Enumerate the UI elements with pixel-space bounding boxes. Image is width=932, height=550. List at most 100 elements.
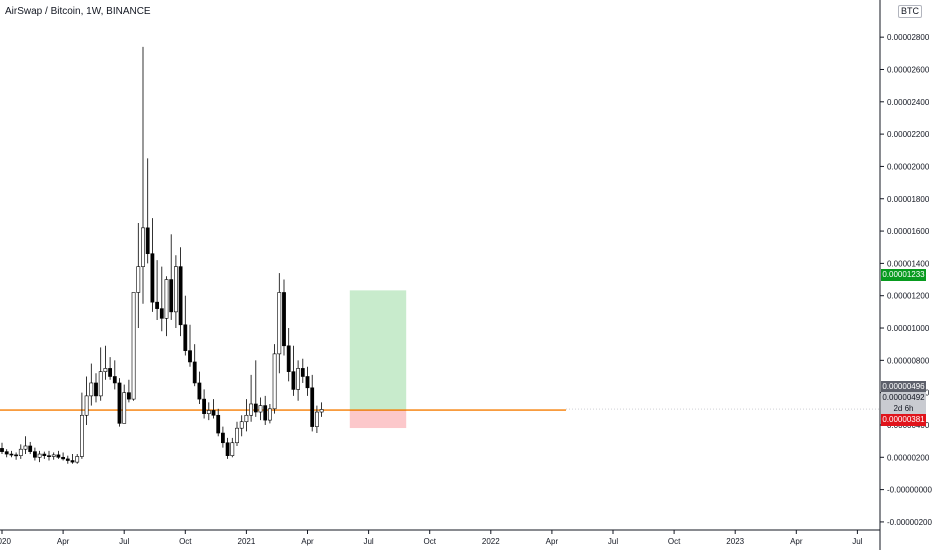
- candle: [98, 347, 103, 401]
- currency-badge[interactable]: BTC: [898, 5, 922, 18]
- candle-body: [0, 448, 4, 452]
- candle: [37, 450, 42, 463]
- candle: [56, 450, 61, 459]
- candle: [47, 450, 51, 461]
- candle-body: [178, 266, 183, 326]
- candle: [235, 421, 239, 446]
- candle: [75, 454, 80, 464]
- candle-body: [159, 308, 164, 319]
- candle: [282, 279, 286, 356]
- candle: [197, 371, 202, 404]
- candle: [178, 247, 183, 337]
- candle: [249, 374, 254, 422]
- x-tick-label: 2021: [238, 537, 256, 546]
- candle-body: [32, 451, 37, 458]
- loss-zone: [349, 410, 407, 429]
- x-tick-label: 2020: [0, 537, 11, 546]
- candle: [164, 276, 169, 337]
- y-tick-label: 0.00001000: [887, 324, 930, 333]
- candle: [108, 357, 113, 380]
- candle-body: [103, 368, 108, 372]
- candle-body: [286, 345, 291, 372]
- candle: [131, 292, 136, 401]
- x-tick-label: 2022: [482, 537, 500, 546]
- y-tick-label: 0.00002200: [887, 130, 930, 139]
- candle: [141, 46, 145, 304]
- candle: [216, 408, 221, 437]
- candle-body: [89, 382, 94, 397]
- candle: [159, 266, 164, 332]
- candle-body: [75, 456, 80, 463]
- x-tick-label: Apr: [57, 537, 70, 546]
- candle-body: [249, 403, 254, 416]
- x-tick-label: Jul: [852, 537, 862, 546]
- candle: [51, 452, 56, 460]
- y-tick-label: -0.00000000: [887, 486, 932, 495]
- y-tick-label: 0.00001800: [887, 195, 930, 204]
- candle-body: [65, 458, 70, 461]
- candle: [61, 452, 66, 461]
- position-zones: [0, 290, 880, 429]
- candle: [18, 444, 23, 459]
- candle: [84, 376, 89, 425]
- candle-body: [155, 301, 160, 309]
- y-tick-label: 0.00000800: [887, 356, 930, 365]
- candle-body: [28, 445, 33, 452]
- candle-body: [145, 227, 150, 254]
- candle-body: [141, 227, 145, 267]
- candle-body: [216, 414, 221, 434]
- candle-body: [188, 350, 192, 363]
- candle-body: [169, 279, 174, 313]
- candle: [258, 397, 263, 421]
- candle-body: [305, 376, 310, 389]
- profit-zone: [349, 290, 407, 411]
- candle-body: [14, 454, 19, 457]
- y-tick-label: 0.00002800: [887, 33, 930, 42]
- candle-body: [319, 409, 324, 413]
- entry-price-tag: 0.00000492: [881, 392, 926, 404]
- candle-body: [136, 266, 141, 293]
- candle: [221, 426, 225, 448]
- candle-body: [174, 266, 178, 313]
- candle-body: [310, 387, 315, 427]
- candle: [136, 222, 141, 329]
- candle: [94, 373, 98, 403]
- candle: [310, 374, 315, 432]
- candle-body: [51, 454, 56, 457]
- candle-body: [18, 448, 23, 456]
- candle-body: [258, 405, 263, 413]
- candle: [145, 158, 150, 264]
- candle-body: [211, 410, 216, 416]
- candle-body: [37, 453, 42, 458]
- candle-body: [230, 442, 235, 456]
- candle: [183, 295, 188, 356]
- candle: [122, 384, 127, 424]
- candle-body: [253, 403, 258, 413]
- candle-body: [235, 427, 239, 444]
- candle: [70, 454, 75, 464]
- candle: [80, 392, 84, 459]
- y-tick-label: 0.00000200: [887, 453, 930, 462]
- candle-body: [70, 460, 75, 463]
- candle: [206, 402, 211, 421]
- candle: [32, 447, 37, 461]
- candle: [314, 405, 319, 434]
- chart-title: AirSwap / Bitcoin, 1W, BINANCE: [5, 6, 151, 17]
- y-tick-label: 0.00002400: [887, 98, 930, 107]
- candle: [296, 360, 301, 401]
- candle: [192, 344, 197, 387]
- candle-body: [282, 292, 286, 347]
- candle: [300, 358, 305, 383]
- candle-body: [263, 405, 268, 421]
- x-tick-label: Jul: [363, 537, 373, 546]
- candle-body: [122, 392, 127, 424]
- candle: [263, 395, 268, 425]
- candle: [9, 450, 14, 458]
- candle: [319, 402, 324, 417]
- candle: [305, 366, 310, 396]
- candle-body: [94, 382, 98, 397]
- bar-countdown: 2d 6h: [881, 403, 926, 415]
- candle-body: [206, 410, 211, 414]
